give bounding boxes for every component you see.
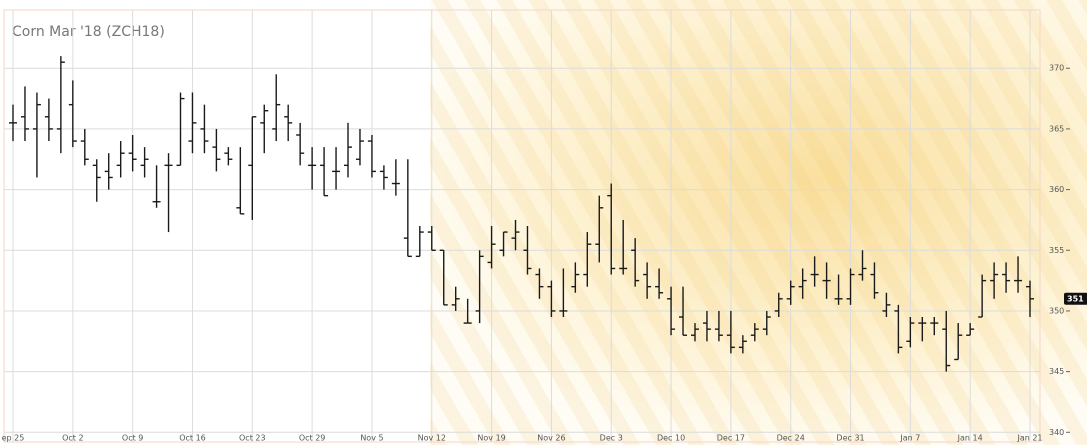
x-tick-label: Dec 17 [717, 434, 745, 443]
x-tick-label: Oct 29 [299, 434, 326, 443]
x-tick-label: Nov 19 [477, 434, 505, 443]
x-tick-label: Jan 7 [899, 434, 920, 443]
last-price-label: 351 [1067, 294, 1084, 303]
x-tick-label: Oct 16 [179, 434, 206, 443]
x-tick-label: Oct 2 [62, 434, 83, 443]
y-tick-label: 370 [1049, 64, 1064, 73]
x-tick-label: Jan 21 [1016, 434, 1042, 443]
x-tick-label: Dec 10 [657, 434, 685, 443]
x-tick-label: Nov 12 [418, 434, 446, 443]
last-price-tag [1064, 292, 1087, 305]
plot-frame [3, 9, 1041, 443]
x-tick-label: Dec 3 [600, 434, 623, 443]
x-tick-label: Oct 9 [122, 434, 143, 443]
chart-title: Corn Mar '18 (ZCH18) [12, 24, 165, 40]
y-tick-label: 360 [1049, 185, 1064, 194]
y-tick-label: 340 [1049, 428, 1064, 437]
y-tick-label: 350 [1049, 306, 1064, 315]
x-tick-label: Jan 14 [957, 434, 983, 443]
y-tick-label: 365 [1049, 124, 1064, 133]
background-image [430, 0, 1087, 445]
x-tick-label: Nov 5 [360, 434, 383, 443]
x-tick-label: Dec 24 [777, 434, 805, 443]
x-tick-label: Oct 23 [239, 434, 266, 443]
y-tick-label: 355 [1049, 246, 1064, 255]
x-tick-label: ep 25 [2, 434, 25, 443]
x-tick-label: Nov 26 [537, 434, 565, 443]
y-tick-label: 345 [1049, 367, 1064, 376]
x-tick-label: Dec 31 [836, 434, 864, 443]
